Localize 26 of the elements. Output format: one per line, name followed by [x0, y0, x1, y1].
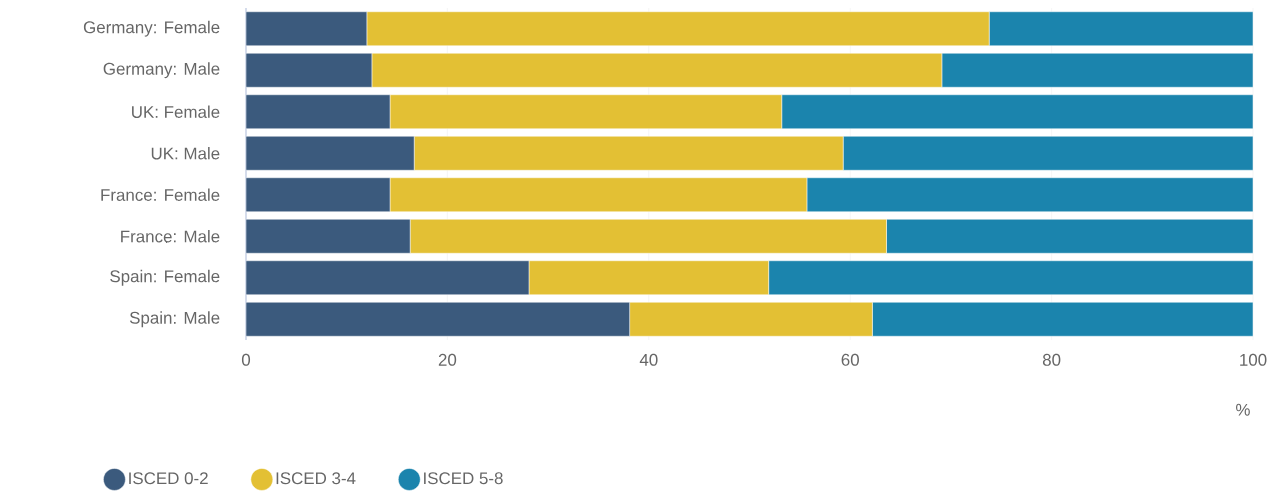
- bar: [246, 177, 391, 212]
- x-tick-label: 60: [841, 353, 859, 366]
- bar: [246, 53, 373, 88]
- bar: [246, 260, 530, 295]
- legend-label: ISCED 3-4: [276, 472, 356, 485]
- bar: [246, 136, 415, 171]
- y-tick-label: France: Male: [121, 230, 220, 243]
- y-tick-label: Spain: Male: [129, 311, 220, 328]
- bar: [246, 302, 630, 337]
- x-tick-label: 80: [1042, 353, 1061, 366]
- legend-label: ISCED 0-2: [129, 472, 208, 485]
- legend-label: ISCED 5-8: [424, 472, 503, 485]
- bar: [246, 219, 411, 254]
- y-tick-label: Germany: Female: [83, 20, 220, 37]
- y-tick-label: Germany: Male: [103, 62, 220, 79]
- y-tick-label: Spain: Female: [110, 269, 220, 286]
- x-axis-title: %: [1236, 403, 1250, 416]
- x-tick-label: 100: [1240, 353, 1267, 366]
- y-tick-label: UK: Male: [151, 147, 220, 160]
- x-tick-label: 0: [241, 353, 251, 366]
- y-tick-label: France: Female: [101, 188, 220, 201]
- x-tick-label: 20: [438, 353, 457, 366]
- bar: [246, 94, 391, 129]
- x-tick-label: 40: [639, 353, 658, 366]
- y-tick-label: UK: Female: [132, 105, 220, 118]
- bar: [246, 11, 368, 46]
